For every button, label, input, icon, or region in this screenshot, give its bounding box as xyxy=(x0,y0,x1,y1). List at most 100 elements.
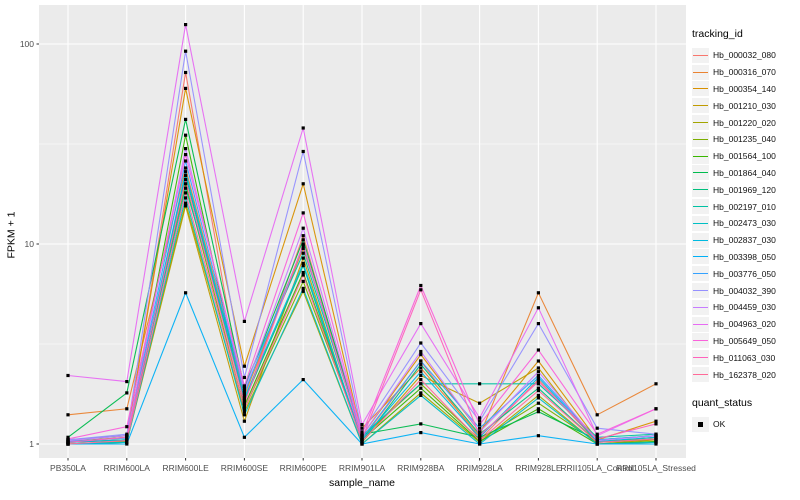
data-point xyxy=(595,413,599,417)
data-point xyxy=(66,413,70,417)
legend-line-swatch xyxy=(693,155,708,157)
data-point xyxy=(595,442,599,446)
data-point xyxy=(360,423,364,427)
data-point xyxy=(242,413,246,417)
data-point xyxy=(360,442,364,446)
data-point xyxy=(536,370,540,374)
data-point xyxy=(184,159,188,163)
data-point xyxy=(419,366,423,370)
legend: tracking_id Hb_000032_080 Hb_000316_070 Hb… xyxy=(692,28,798,433)
x-tick-label: RRII105LA_Control xyxy=(560,463,634,473)
legend-key-line xyxy=(692,131,709,147)
data-point xyxy=(125,440,129,444)
data-point xyxy=(654,419,658,423)
legend-key-square xyxy=(692,416,709,432)
data-point xyxy=(419,431,423,435)
data-point xyxy=(360,437,364,441)
data-point xyxy=(536,348,540,352)
data-point xyxy=(478,442,482,446)
data-point xyxy=(654,440,658,444)
x-tick-label: RRIM600PE xyxy=(280,463,328,473)
data-point xyxy=(595,432,599,436)
data-point xyxy=(301,286,305,290)
legend-item-label: Hb_005649_050 xyxy=(713,335,776,346)
data-point xyxy=(184,196,188,200)
data-point xyxy=(595,437,599,441)
legend-key-line xyxy=(692,316,709,332)
data-point xyxy=(654,407,658,411)
data-point xyxy=(125,425,129,429)
data-point xyxy=(536,373,540,378)
data-point xyxy=(301,251,305,255)
data-point xyxy=(419,393,423,397)
data-point xyxy=(184,191,188,195)
data-point xyxy=(184,86,188,90)
data-point xyxy=(419,386,423,390)
data-point xyxy=(536,407,540,411)
legend-key-line xyxy=(692,47,709,63)
legend-item-label: Hb_003398_050 xyxy=(713,251,776,262)
data-point xyxy=(242,391,246,395)
data-point xyxy=(360,426,364,430)
legend-line-swatch xyxy=(693,323,708,325)
data-point xyxy=(536,359,540,363)
data-point xyxy=(184,70,188,75)
data-point xyxy=(536,378,540,382)
data-point xyxy=(184,153,188,157)
data-point xyxy=(654,442,658,446)
data-point xyxy=(536,393,540,397)
legend-item-label: Hb_002837_030 xyxy=(713,235,776,246)
data-point xyxy=(184,182,188,186)
legend-item: Hb_001864_040 xyxy=(692,165,798,182)
legend-key-line xyxy=(692,199,709,215)
data-point xyxy=(184,117,188,121)
data-point xyxy=(419,353,423,357)
legend-line-swatch xyxy=(693,172,708,174)
legend-item-label: Hb_001564_100 xyxy=(713,151,776,162)
data-point xyxy=(184,133,188,137)
legend-item-label: Hb_011063_030 xyxy=(713,352,776,363)
data-point xyxy=(242,401,246,405)
legend-item-label: OK xyxy=(713,419,726,430)
data-point xyxy=(301,149,305,154)
legend-item: Hb_004963_020 xyxy=(692,316,798,333)
data-point xyxy=(536,306,540,310)
x-axis-title: sample_name xyxy=(329,477,395,489)
legend-item: Hb_162378_020 xyxy=(692,366,798,383)
data-point xyxy=(536,375,540,380)
y-tick-label: 1 xyxy=(29,439,34,449)
legend-key-line xyxy=(692,215,709,231)
data-point xyxy=(301,226,305,230)
legend-item-label: Hb_000032_080 xyxy=(713,50,776,61)
legend-item: Hb_001969_120 xyxy=(692,181,798,198)
legend-line-swatch xyxy=(693,357,708,359)
legend-line-swatch xyxy=(693,256,708,258)
data-point xyxy=(301,126,305,130)
legend-key-line xyxy=(692,98,709,114)
data-point xyxy=(184,186,188,190)
legend-key-line xyxy=(692,115,709,131)
legend-title-tracking-id: tracking_id xyxy=(692,28,743,40)
data-point xyxy=(595,426,599,430)
legend-item: Hb_011063_030 xyxy=(692,349,798,366)
x-tick-label: RRIM928LA xyxy=(456,463,503,473)
y-tick-label: 10 xyxy=(25,239,35,249)
data-point xyxy=(536,366,540,370)
data-point xyxy=(419,341,423,345)
legend-line-swatch xyxy=(693,273,708,275)
data-point xyxy=(125,442,129,446)
data-point xyxy=(242,435,246,439)
legend-item-quant: OK xyxy=(692,416,798,433)
data-point xyxy=(242,386,246,390)
data-point xyxy=(242,319,246,323)
data-point xyxy=(536,380,540,384)
legend-item-label: Hb_001235_040 xyxy=(713,134,776,145)
data-point xyxy=(66,437,70,441)
data-point xyxy=(478,423,482,427)
data-point xyxy=(360,432,364,436)
data-point xyxy=(478,430,482,434)
data-point xyxy=(419,288,423,292)
data-point xyxy=(242,389,246,393)
data-point xyxy=(478,419,482,423)
